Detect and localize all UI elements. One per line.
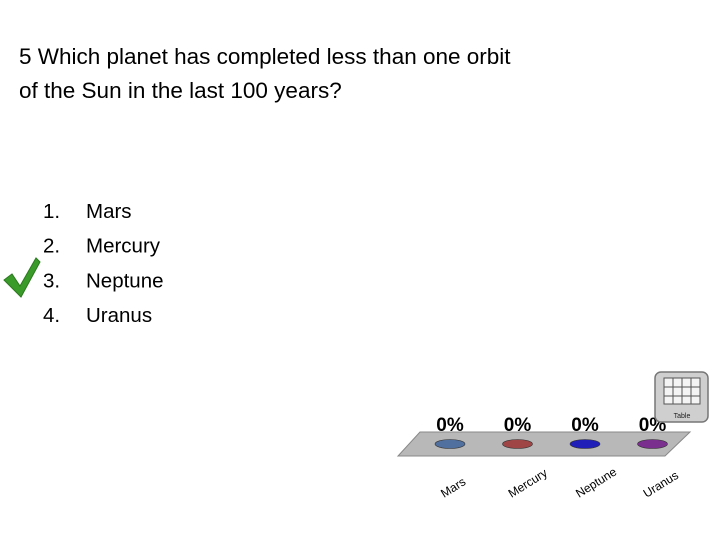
bar xyxy=(502,439,533,449)
question-line: 5 Which planet has completed less than o… xyxy=(19,44,511,69)
value-label: 0% xyxy=(571,415,599,436)
chart-floor xyxy=(396,431,692,457)
option-number: 1. xyxy=(43,200,60,223)
bar xyxy=(569,439,601,449)
option-label: Mercury xyxy=(86,235,161,258)
option-label: Neptune xyxy=(86,269,164,292)
correct-check xyxy=(3,257,41,298)
option-label: Mars xyxy=(86,200,132,223)
option-label: Uranus xyxy=(86,304,152,327)
bar xyxy=(434,439,466,449)
table-button-label: Table xyxy=(674,413,691,420)
option-number: 2. xyxy=(43,235,60,258)
option-number: 4. xyxy=(43,304,60,327)
bar xyxy=(637,439,668,449)
table-button[interactable]: Table xyxy=(654,371,709,423)
option-number: 3. xyxy=(43,269,60,292)
value-label: 0% xyxy=(436,415,464,436)
question-line: of the Sun in the last 100 years? xyxy=(19,78,342,103)
value-label: 0% xyxy=(504,415,532,436)
table-icon-lines xyxy=(664,378,700,404)
